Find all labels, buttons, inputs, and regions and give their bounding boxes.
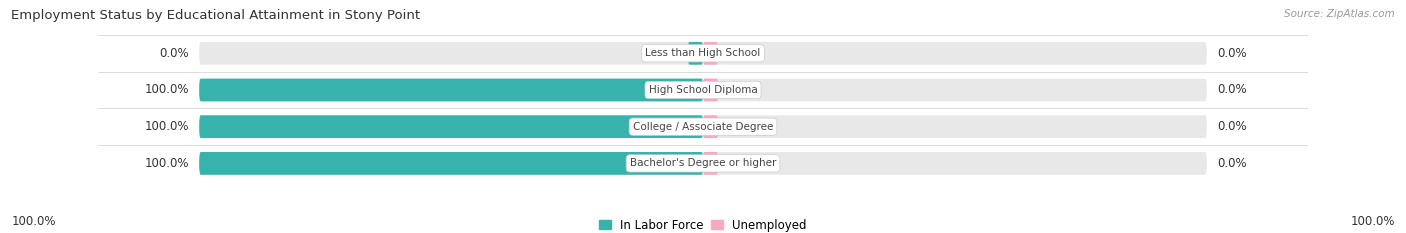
FancyBboxPatch shape: [200, 115, 703, 138]
Text: Bachelor's Degree or higher: Bachelor's Degree or higher: [630, 158, 776, 168]
Text: 100.0%: 100.0%: [145, 83, 188, 96]
Text: 100.0%: 100.0%: [1350, 215, 1395, 228]
Text: 0.0%: 0.0%: [1218, 120, 1247, 133]
Text: 100.0%: 100.0%: [145, 157, 188, 170]
FancyBboxPatch shape: [200, 152, 703, 175]
FancyBboxPatch shape: [703, 115, 718, 138]
FancyBboxPatch shape: [703, 42, 718, 65]
FancyBboxPatch shape: [200, 79, 703, 101]
Legend: In Labor Force, Unemployed: In Labor Force, Unemployed: [599, 219, 807, 232]
FancyBboxPatch shape: [200, 79, 1206, 101]
FancyBboxPatch shape: [200, 152, 1206, 175]
Text: High School Diploma: High School Diploma: [648, 85, 758, 95]
FancyBboxPatch shape: [703, 79, 718, 101]
Text: Less than High School: Less than High School: [645, 48, 761, 58]
Text: 0.0%: 0.0%: [159, 47, 188, 60]
Text: Employment Status by Educational Attainment in Stony Point: Employment Status by Educational Attainm…: [11, 9, 420, 22]
FancyBboxPatch shape: [688, 42, 703, 65]
FancyBboxPatch shape: [200, 42, 1206, 65]
Text: 100.0%: 100.0%: [145, 120, 188, 133]
Text: Source: ZipAtlas.com: Source: ZipAtlas.com: [1284, 9, 1395, 19]
Text: 0.0%: 0.0%: [1218, 83, 1247, 96]
Text: College / Associate Degree: College / Associate Degree: [633, 122, 773, 132]
Text: 0.0%: 0.0%: [1218, 157, 1247, 170]
Text: 0.0%: 0.0%: [1218, 47, 1247, 60]
Text: 100.0%: 100.0%: [11, 215, 56, 228]
FancyBboxPatch shape: [200, 115, 1206, 138]
FancyBboxPatch shape: [703, 152, 718, 175]
